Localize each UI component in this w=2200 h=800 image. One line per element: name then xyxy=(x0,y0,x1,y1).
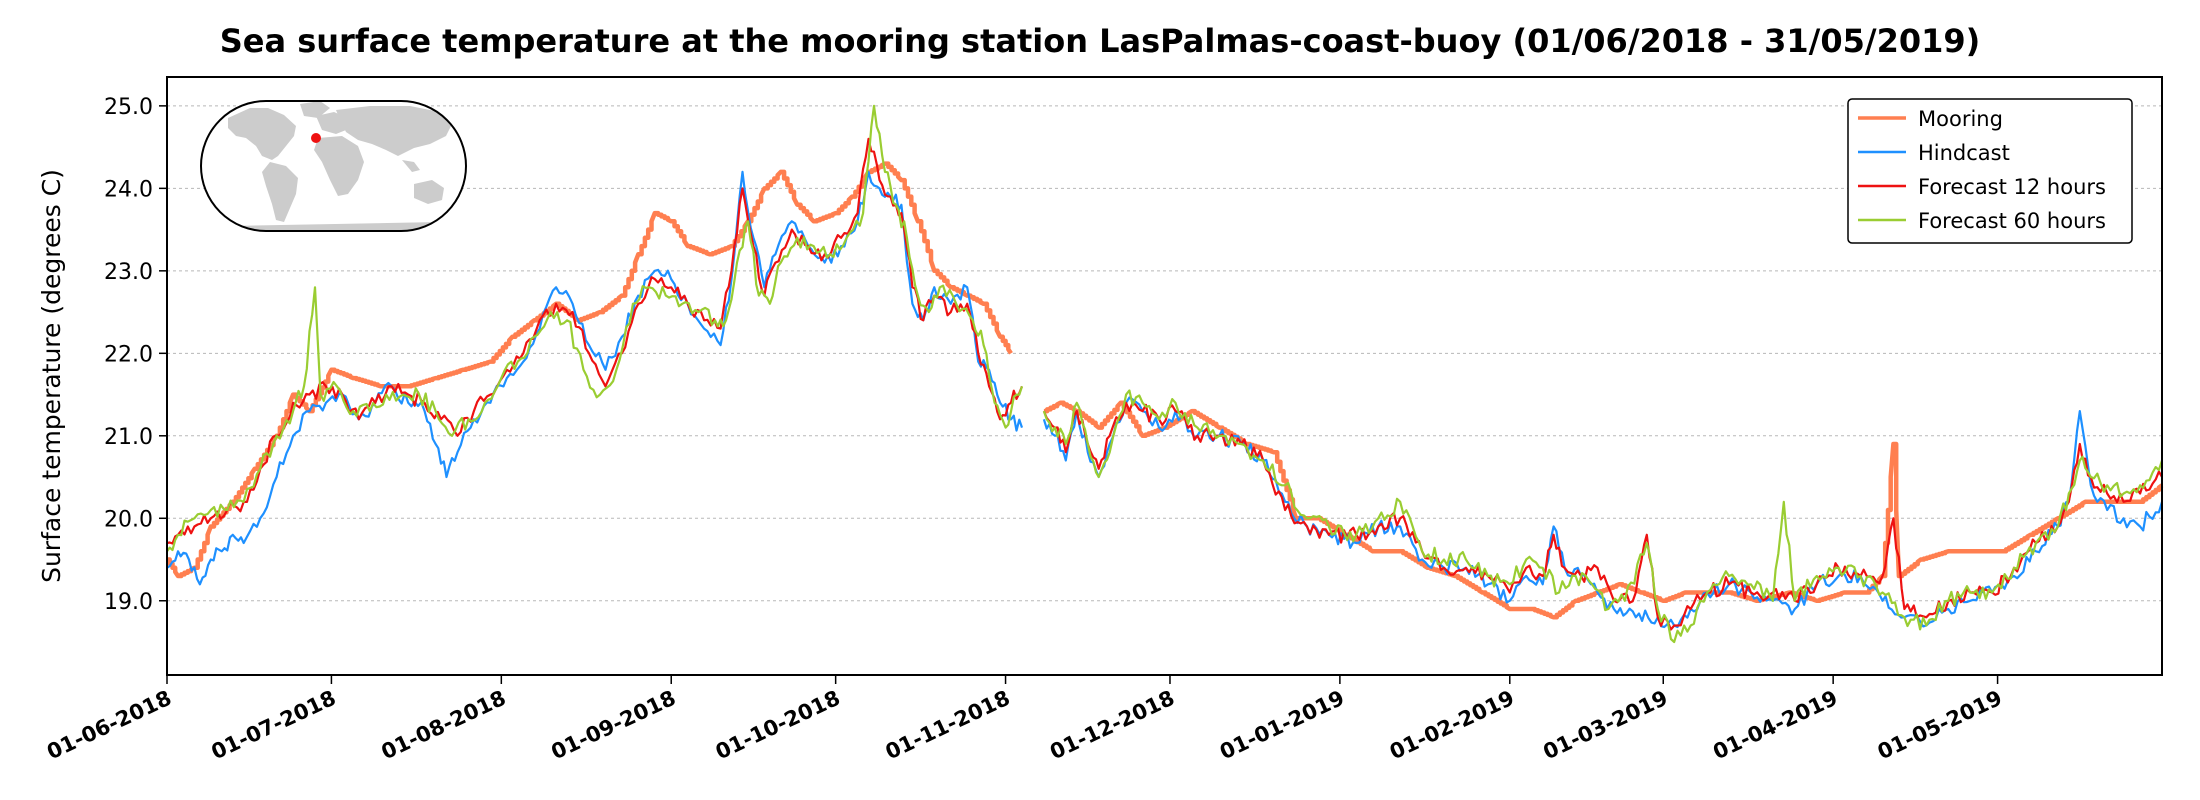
x-tick-label: 01-03-2019 xyxy=(1539,686,1671,765)
x-tick-label: 01-04-2019 xyxy=(1709,686,1841,765)
y-tick-label: 20.0 xyxy=(104,507,153,532)
y-tick-label: 24.0 xyxy=(104,177,153,202)
legend: Mooring Hindcast Forecast 12 hours Forec… xyxy=(1847,98,2133,244)
series-line-forecast-60-hours xyxy=(166,104,2164,644)
x-tick-label: 01-07-2018 xyxy=(208,686,340,765)
y-axis-label: Surface temperature (degrees C) xyxy=(37,169,66,583)
x-tick-label: 01-05-2019 xyxy=(1874,686,2006,765)
plot-frame xyxy=(166,76,2163,676)
y-tick-label: 25.0 xyxy=(104,95,153,120)
legend-label-forecast-60h: Forecast 60 hours xyxy=(1918,209,2106,233)
y-axis: 19.0 20.0 21.0 22.0 23.0 24.0 25.0 xyxy=(104,95,167,615)
y-tick-label: 21.0 xyxy=(104,425,153,450)
legend-item-forecast-60h: Forecast 60 hours xyxy=(1858,209,2106,233)
x-tick-label: 01-08-2018 xyxy=(378,686,510,765)
x-axis: 01-06-2018 01-07-2018 01-08-2018 01-09-2018… xyxy=(43,675,2006,765)
station-marker xyxy=(311,133,321,143)
y-tick-label: 23.0 xyxy=(104,260,153,285)
legend-box xyxy=(1847,98,2133,244)
x-tick-label: 01-06-2018 xyxy=(43,686,175,765)
legend-label-hindcast: Hindcast xyxy=(1918,141,2010,165)
x-tick-label: 01-01-2019 xyxy=(1216,686,1348,765)
x-tick-label: 01-11-2018 xyxy=(882,686,1014,765)
x-tick-label: 01-10-2018 xyxy=(712,686,844,765)
x-tick-label: 01-09-2018 xyxy=(547,686,679,765)
map-border xyxy=(200,100,467,232)
legend-label-forecast-12h: Forecast 12 hours xyxy=(1918,175,2106,199)
chart-title: Sea surface temperature at the mooring s… xyxy=(219,22,1981,60)
legend-item-forecast-12h: Forecast 12 hours xyxy=(1858,175,2106,199)
world-map-inset xyxy=(200,100,467,232)
y-tick-label: 22.0 xyxy=(104,342,153,367)
legend-item-mooring: Mooring xyxy=(1858,107,2003,131)
x-tick-label: 01-02-2019 xyxy=(1386,686,1518,765)
series-layer xyxy=(166,104,2164,644)
x-tick-label: 01-12-2018 xyxy=(1046,686,1178,765)
legend-item-hindcast: Hindcast xyxy=(1858,141,2010,165)
map-land xyxy=(220,101,452,231)
legend-label-mooring: Mooring xyxy=(1918,107,2003,131)
y-tick-label: 19.0 xyxy=(104,590,153,615)
